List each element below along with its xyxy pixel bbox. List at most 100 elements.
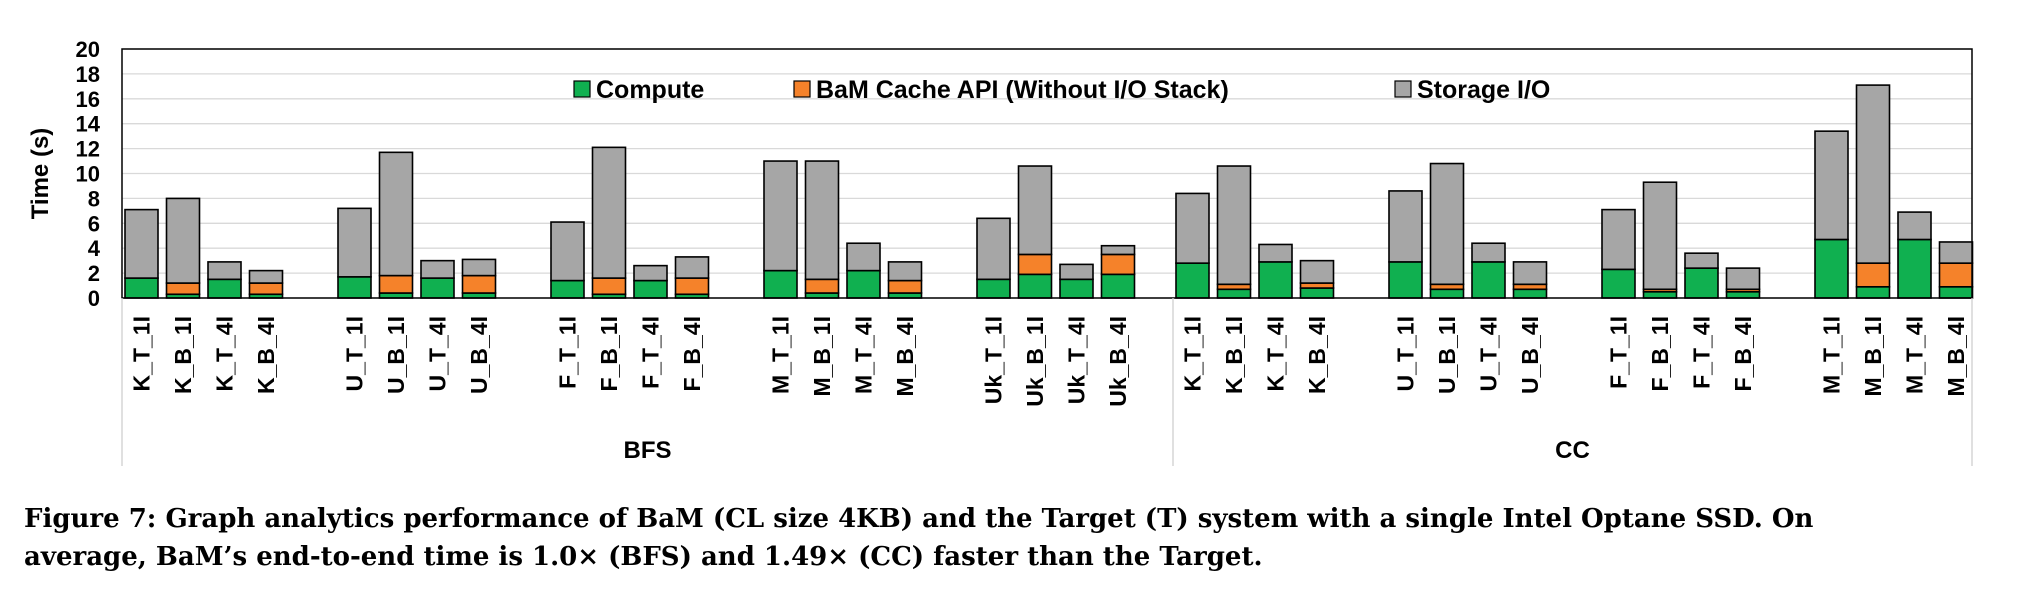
bar-segment-compute: [1059, 278, 1094, 299]
bar-segment-storage-io: [420, 259, 455, 279]
bar-segment-bam-cache-api: [674, 277, 710, 296]
bar-segment-storage-io: [1258, 243, 1293, 263]
x-tick-label: U_B_1I: [383, 316, 409, 394]
legend-swatch: [573, 80, 591, 98]
x-tick-label: F_T_1I: [1606, 316, 1632, 389]
bar-segment-compute: [1725, 290, 1761, 299]
bar-segment-storage-io: [1100, 244, 1136, 256]
bar-segment-compute: [1388, 261, 1423, 299]
bar-segment-storage-io: [1897, 211, 1932, 241]
bar-segment-storage-io: [1017, 165, 1053, 256]
x-tick-label: K_B_4I: [253, 316, 279, 394]
x-tick-label: K_T_4I: [212, 316, 238, 391]
bar-segment-compute: [1471, 261, 1506, 299]
bar-segment-bam-cache-api: [1855, 262, 1891, 288]
bar-segment-bam-cache-api: [887, 279, 923, 294]
x-tick-label: K_T_4I: [1263, 316, 1289, 391]
bar-segment-compute: [1601, 268, 1636, 299]
x-tick-label: F_T_4I: [1689, 316, 1715, 389]
bar-segment-storage-io: [763, 160, 798, 272]
bar-segment-storage-io: [248, 269, 284, 284]
bar-segment-storage-io: [378, 151, 414, 277]
x-tick-label: Uk_T_4I: [1064, 316, 1090, 404]
bar-segment-bam-cache-api: [1017, 253, 1053, 276]
bar-segment-storage-io: [1601, 208, 1636, 271]
bar-segment-compute: [1814, 238, 1849, 299]
x-tick-label: M_T_1I: [1819, 316, 1845, 394]
bar-segment-storage-io: [1388, 190, 1423, 263]
bar-segment-compute: [1299, 287, 1335, 299]
bar-segment-bam-cache-api: [591, 277, 627, 296]
bar-segment-compute: [550, 279, 585, 299]
bar-segment-compute: [420, 277, 455, 299]
x-tick-label: M_B_4I: [892, 316, 918, 397]
x-tick-label: K_T_1I: [1180, 316, 1206, 391]
bar-segment-compute: [763, 269, 798, 299]
bar-segment-compute: [1100, 273, 1136, 299]
y-tick-label: 0: [88, 286, 100, 311]
bar-segment-bam-cache-api: [248, 282, 284, 296]
y-tick-label: 18: [76, 62, 100, 87]
bar-segment-storage-io: [1175, 192, 1210, 264]
x-tick-label: F_B_1I: [1647, 316, 1673, 391]
bar-segment-storage-io: [1684, 252, 1719, 269]
x-tick-label: U_B_4I: [1517, 316, 1543, 394]
legend-label: Compute: [596, 76, 704, 104]
y-tick-label: 6: [88, 211, 100, 236]
y-tick-label: 10: [76, 162, 100, 187]
x-tick-label: U_T_1I: [1393, 316, 1419, 391]
bar-segment-storage-io: [550, 221, 585, 282]
bar-segment-storage-io: [1471, 242, 1506, 263]
bar-segment-bam-cache-api: [1100, 253, 1136, 276]
x-tick-label: M_B_4I: [1943, 316, 1969, 397]
bar-segment-storage-io: [1642, 181, 1678, 291]
bar-segment-compute: [1429, 288, 1465, 299]
bar-segment-compute: [976, 278, 1011, 299]
y-tick-label: 16: [76, 87, 100, 112]
bar-segment-compute: [633, 279, 668, 299]
x-axis-group-labels: BFS CC: [121, 298, 1973, 466]
x-tick-label: U_T_4I: [1476, 316, 1502, 391]
x-tick-label: U_T_4I: [425, 316, 451, 391]
bar-segment-storage-io: [1855, 84, 1891, 264]
bar-segment-storage-io: [165, 197, 201, 284]
bar-segment-storage-io: [846, 242, 881, 272]
x-tick-label: M_T_4I: [851, 316, 877, 394]
x-tick-label: M_B_1I: [1860, 316, 1886, 397]
bar-segment-bam-cache-api: [378, 274, 414, 294]
legend-label: Storage I/O: [1417, 76, 1550, 104]
bar-segment-storage-io: [1059, 263, 1094, 281]
x-tick-label: M_T_1I: [768, 316, 794, 394]
bar-segment-storage-io: [674, 256, 710, 279]
bar-segment-storage-io: [461, 258, 497, 277]
y-tick-label: 20: [76, 37, 100, 62]
bar-segment-storage-io: [1299, 259, 1335, 284]
x-tick-label: U_B_4I: [466, 316, 492, 394]
x-tick-label: U_T_1I: [342, 316, 368, 391]
x-tick-label: K_B_1I: [170, 316, 196, 394]
bar-segment-compute: [1258, 261, 1293, 299]
x-tick-label: U_B_1I: [1434, 316, 1460, 394]
bar-segment-bam-cache-api: [804, 278, 840, 294]
y-tick-label: 4: [88, 236, 101, 261]
bar-segment-compute: [1175, 262, 1210, 299]
bar-segment-compute: [337, 276, 372, 299]
bar-segment-storage-io: [337, 207, 372, 278]
bar-segment-compute: [1855, 285, 1891, 299]
bar-segment-storage-io: [887, 261, 923, 282]
x-tick-label: F_B_1I: [596, 316, 622, 391]
bar-segment-compute: [1938, 285, 1974, 299]
bar-segment-storage-io: [1512, 261, 1548, 286]
caption-line-2: average, BaM’s end-to-end time is 1.0× (…: [24, 542, 1263, 572]
y-axis-label: Time (s): [27, 128, 54, 220]
group-label: BFS: [624, 437, 672, 464]
bars: [124, 84, 1974, 299]
bar-segment-compute: [207, 278, 242, 299]
bar-segment-storage-io: [1938, 241, 1974, 264]
figure-caption: Figure 7: Graph analytics performance of…: [24, 500, 1994, 576]
legend-swatch: [1394, 80, 1412, 98]
x-tick-label: K_B_1I: [1221, 316, 1247, 394]
x-tick-label: M_B_1I: [809, 316, 835, 397]
